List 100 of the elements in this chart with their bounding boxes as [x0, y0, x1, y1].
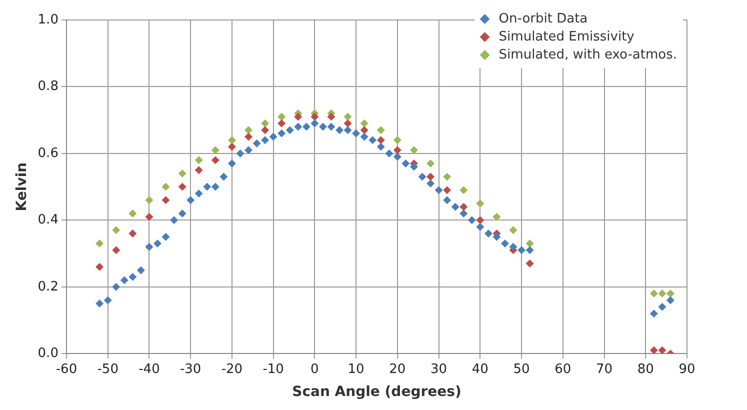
point	[194, 156, 203, 164]
point	[203, 182, 212, 191]
point	[492, 232, 501, 241]
point	[666, 290, 674, 298]
point	[344, 126, 352, 134]
point	[170, 216, 178, 224]
point	[492, 212, 501, 221]
point	[220, 172, 228, 181]
point	[393, 152, 402, 161]
y-tick-label: 0.4	[38, 212, 58, 228]
point	[484, 230, 492, 238]
point	[162, 232, 170, 241]
point	[244, 146, 252, 154]
point	[211, 156, 220, 164]
y-tick-label: 0.2	[38, 279, 58, 294]
x-axis-title: Scan Angle (degrees)	[292, 384, 462, 400]
point	[393, 146, 402, 154]
point	[460, 202, 468, 211]
point	[153, 240, 162, 248]
x-tick-label: 60	[554, 362, 572, 377]
y-tick-label: 1.0	[38, 12, 58, 28]
point	[310, 119, 319, 128]
x-tick-label: -60	[56, 362, 78, 377]
point	[178, 209, 186, 218]
point	[526, 240, 534, 248]
point	[443, 196, 452, 204]
point	[302, 122, 310, 131]
point	[509, 242, 518, 251]
point	[410, 162, 418, 171]
point	[434, 186, 443, 194]
point	[145, 212, 154, 221]
point	[244, 126, 252, 134]
x-tick-label: 0	[310, 362, 319, 377]
point	[228, 159, 236, 168]
point	[120, 276, 128, 284]
point	[385, 149, 394, 158]
point	[426, 172, 435, 181]
point	[186, 196, 195, 204]
point	[136, 266, 145, 274]
point	[294, 122, 302, 131]
point	[360, 126, 368, 134]
point	[658, 346, 666, 354]
point	[526, 246, 534, 254]
point	[261, 126, 270, 134]
x-tick-label: 90	[678, 362, 696, 377]
point	[500, 240, 509, 248]
y-axis-title: Kelvin	[14, 162, 30, 212]
point	[402, 159, 410, 168]
point	[650, 290, 658, 298]
point	[650, 346, 658, 354]
x-tick-label: 50	[513, 362, 530, 377]
point	[526, 260, 534, 268]
point	[269, 132, 278, 141]
point	[658, 302, 666, 311]
point	[451, 202, 460, 211]
point	[96, 300, 104, 308]
point	[368, 136, 377, 144]
point	[518, 246, 526, 254]
point	[509, 226, 518, 234]
point	[252, 139, 261, 148]
point	[310, 112, 319, 121]
point	[128, 230, 137, 238]
point	[228, 142, 236, 151]
point	[418, 172, 426, 181]
point	[360, 119, 368, 128]
point	[376, 142, 385, 151]
point	[128, 272, 137, 281]
point	[145, 196, 154, 204]
point	[278, 119, 286, 128]
point	[336, 126, 344, 134]
x-tick-label: 20	[389, 362, 406, 377]
point	[327, 122, 336, 131]
x-tick-label: 30	[430, 362, 448, 377]
point	[658, 290, 666, 298]
point	[104, 296, 112, 304]
point	[194, 189, 203, 198]
point	[244, 132, 252, 141]
point	[178, 182, 186, 191]
point	[476, 199, 484, 208]
point	[211, 182, 220, 191]
point	[261, 119, 270, 128]
point	[278, 129, 286, 138]
point	[96, 240, 104, 248]
y-tick-label: 0.0	[38, 346, 58, 361]
point	[376, 126, 385, 134]
point	[393, 136, 402, 144]
point	[352, 129, 360, 138]
x-tick-label: -50	[97, 362, 118, 377]
point	[410, 146, 418, 154]
legend-label: Simulated Emissivity	[498, 29, 635, 44]
x-tick-label: -20	[221, 362, 243, 377]
point	[112, 246, 120, 254]
point	[443, 186, 452, 194]
point	[211, 146, 220, 154]
x-tick-label: -30	[180, 362, 202, 377]
point	[128, 209, 137, 218]
point	[360, 132, 368, 141]
point	[426, 159, 435, 168]
point	[286, 126, 294, 134]
point	[476, 216, 484, 224]
